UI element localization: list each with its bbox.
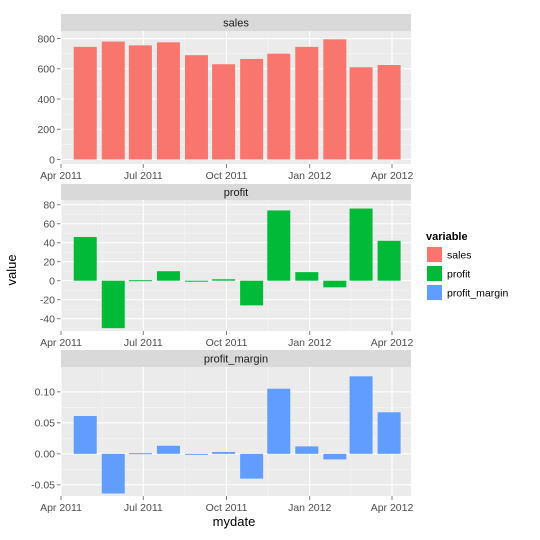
bar-sales [267,53,291,160]
y-tick-label: 0 [49,154,55,166]
y-tick-label: -20 [40,294,55,306]
bar-profit-margin [101,453,125,494]
y-tick-label: 200 [37,124,55,136]
x-tick-label: Apr 2012 [371,337,414,349]
bar-profit-margin [212,451,236,454]
bar-profit [267,210,291,281]
x-axis-title: mydate [213,514,256,529]
bar-profit [377,240,401,281]
bar-profit [295,272,319,281]
bar-profit-margin [323,453,347,460]
bar-profit-margin [240,453,264,479]
x-tick-label: Jul 2011 [124,502,163,514]
bar-profit-margin [349,376,373,454]
bar-sales [128,45,152,160]
legend: variable sales profit profit_margin [425,231,508,302]
bar-profit [349,208,373,281]
bar-sales [240,58,264,160]
legend-label: profit_margin [447,288,508,300]
bar-sales [323,39,347,160]
bar-sales [212,64,236,160]
legend-title: variable [426,231,468,243]
x-tick-label: Oct 2011 [206,502,248,514]
y-tick-label: 0.05 [35,418,56,430]
bar-profit-margin [73,416,97,454]
bar-sales [349,67,373,160]
x-tick-label: Apr 2011 [40,337,82,349]
bar-profit [156,271,180,281]
y-tick-label: 0 [49,275,55,287]
legend-label: sales [447,250,472,262]
x-tick-label: Jan 2012 [288,170,331,182]
bar-profit [212,279,236,281]
y-axis-title: value [4,254,19,285]
bar-profit-margin [184,453,208,455]
facet-strip [61,184,411,200]
x-tick-label: Apr 2012 [371,502,414,514]
y-tick-label: 600 [37,64,55,76]
facet-profit: profit -40 -20 0 20 40 60 80 Apr 2011 Jul 2011 Oct… [40,184,414,349]
x-tick-label: Oct 2011 [206,170,248,182]
x-tick-label: Jul 2011 [124,170,163,182]
legend-label: profit [447,269,470,281]
bar-profit [323,280,347,288]
bar-sales [184,55,208,160]
y-tick-label: 400 [37,94,55,106]
bar-profit [73,237,97,281]
bar-sales [101,41,125,160]
bar-sales [156,42,180,160]
bar-sales [377,65,401,160]
bar-profit-margin [156,445,180,454]
y-tick-label: 800 [37,33,55,45]
x-tick-label: Apr 2012 [371,170,414,182]
facet-strip-label: profit [224,187,248,199]
bar-profit [128,280,152,282]
bar-sales [295,46,319,160]
bar-profit-margin [377,412,401,454]
facet-profit-margin: profit_margin -0.05 0.00 0.05 0.10 Apr 2011 Ju… [31,350,413,514]
x-tick-label: Apr 2011 [40,502,82,514]
legend-swatch-profit [427,266,442,281]
y-tick-label: 0.00 [35,449,56,461]
legend-swatch-profit-margin [427,285,442,300]
facet-strip [61,350,411,367]
legend-swatch-sales [427,247,442,262]
facet-strip-label: profit_margin [204,354,268,366]
bar-profit-margin [128,453,152,455]
x-tick-label: Oct 2011 [206,337,248,349]
bar-profit [240,280,264,306]
x-tick-label: Jan 2012 [288,502,331,514]
x-tick-label: Apr 2011 [40,170,82,182]
y-tick-label: 80 [43,200,55,212]
y-tick-label: -40 [40,313,55,325]
x-tick-label: Jul 2011 [124,337,163,349]
bar-sales [73,46,97,160]
y-tick-label: 60 [43,219,55,231]
facet-strip-label: sales [223,18,249,30]
bar-profit-margin [267,388,291,454]
bar-profit [184,280,208,282]
y-tick-label: 20 [43,257,55,269]
y-tick-label: 40 [43,238,55,250]
y-tick-label: 0.10 [35,387,56,399]
x-tick-label: Jan 2012 [288,337,331,349]
bar-profit-margin [295,446,319,454]
facet-sales: sales 0 200 400 600 800 Apr 2011 Jul 2011 Oct 20… [37,14,413,182]
bar-profit [101,280,125,329]
facet-strip [61,14,411,31]
y-tick-label: -0.05 [31,480,55,492]
